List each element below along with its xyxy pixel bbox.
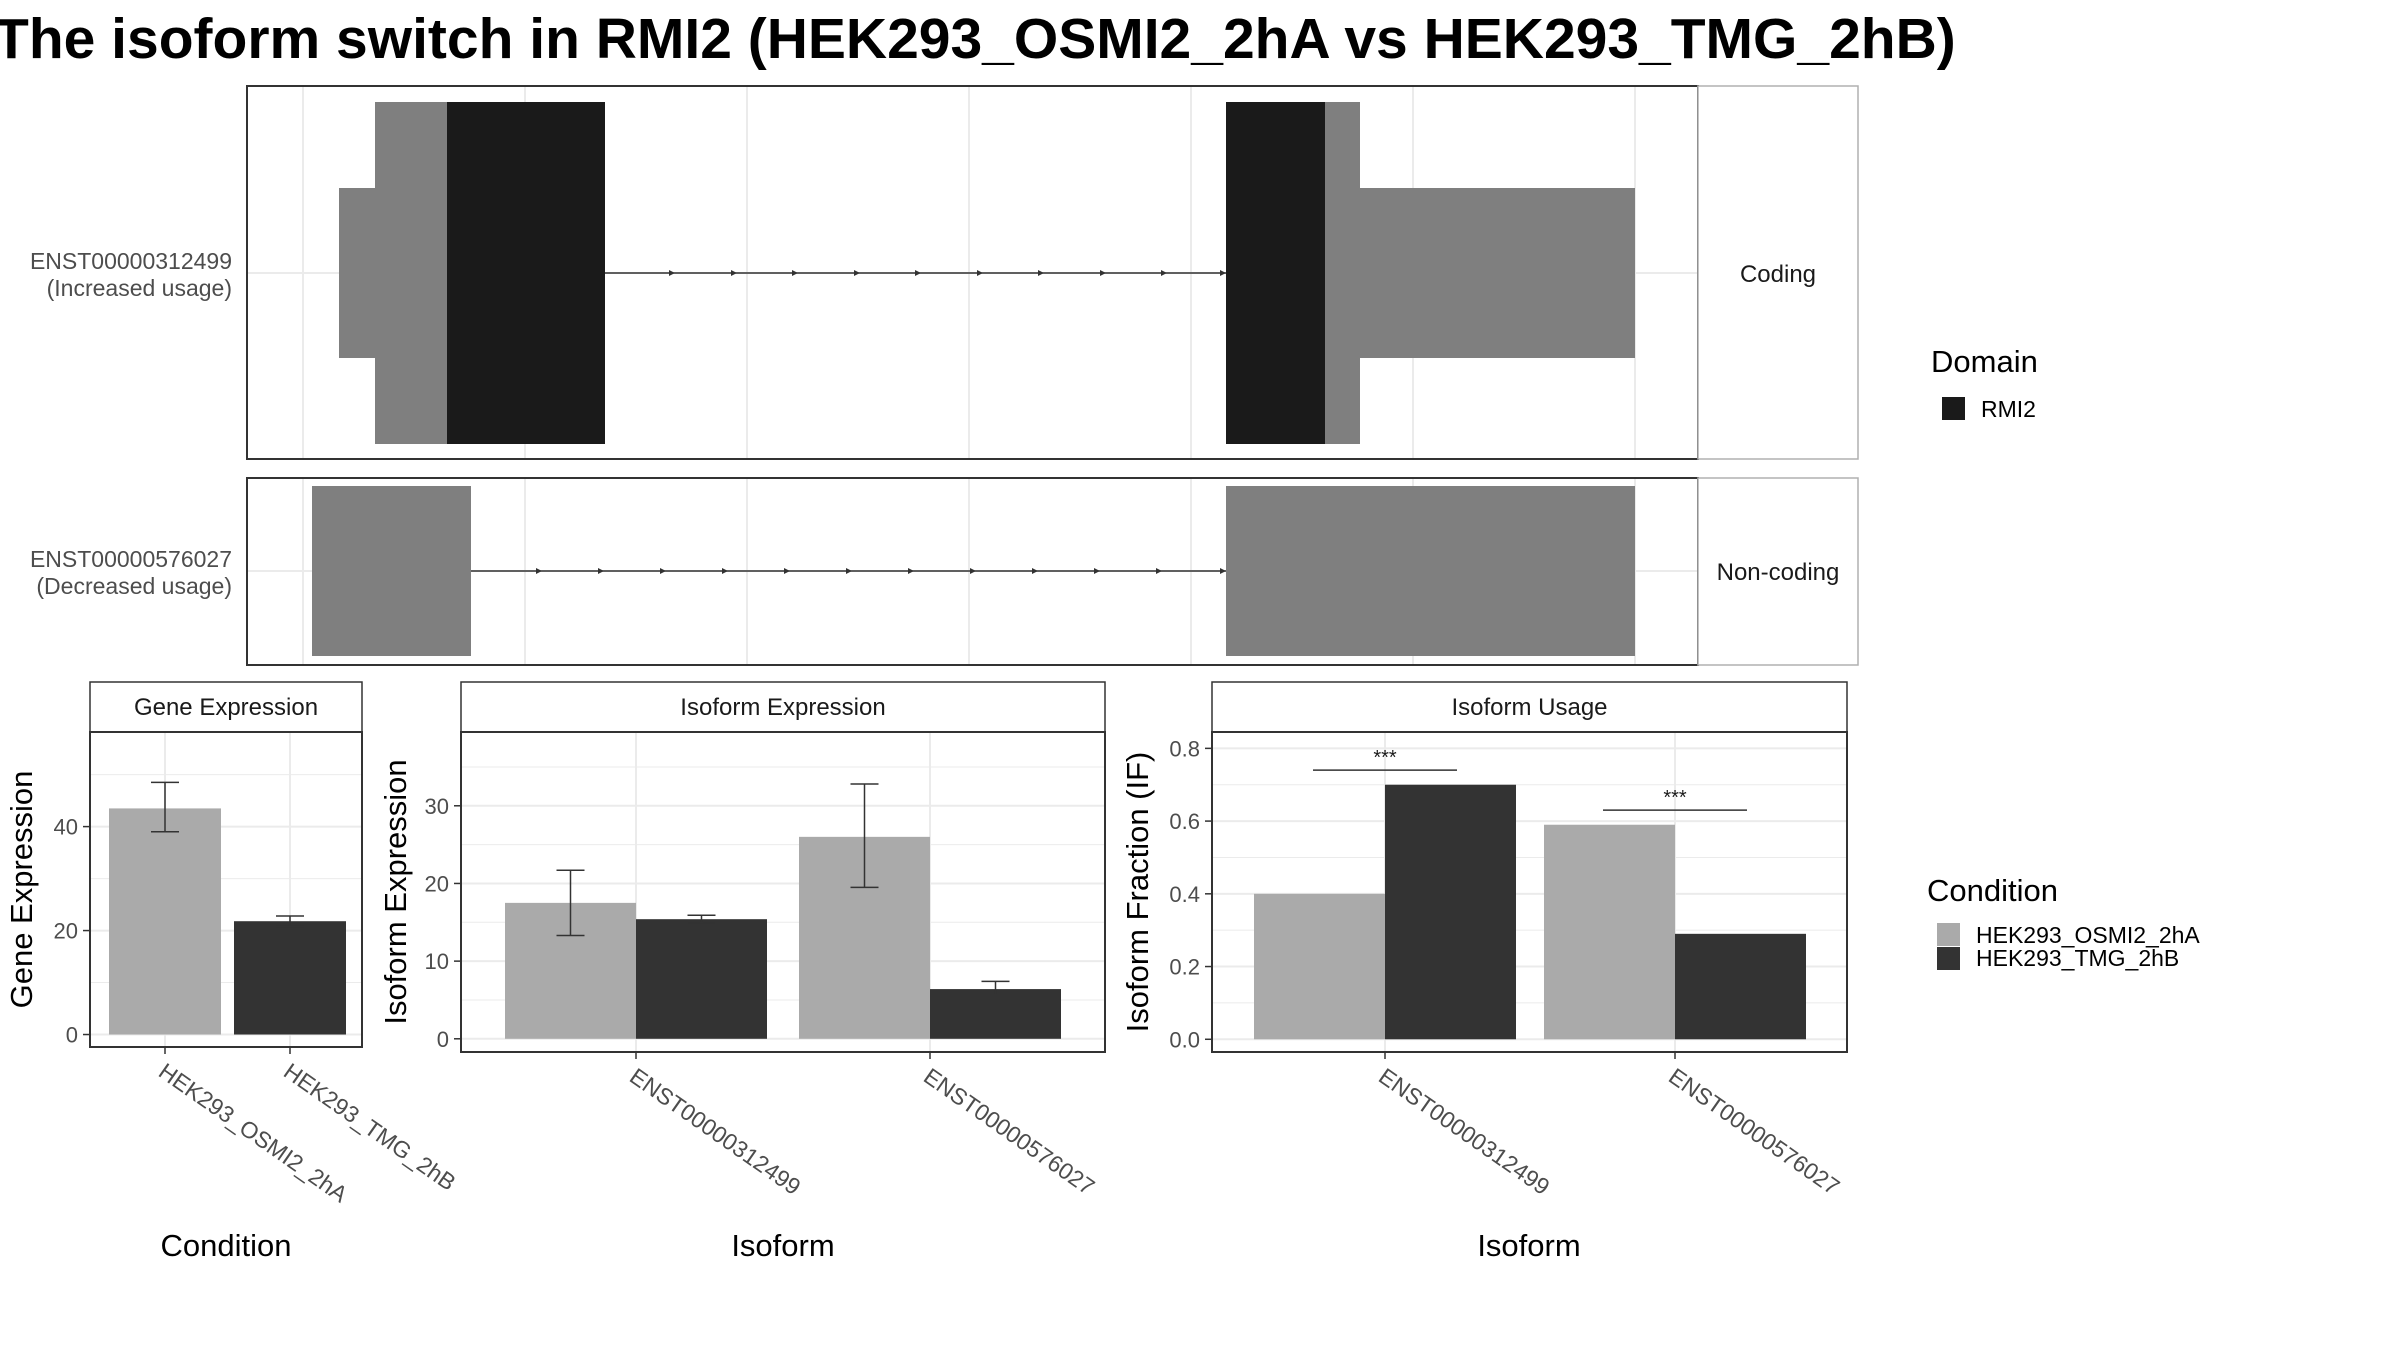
error-bar: [556, 869, 585, 937]
significance-label: ***: [1373, 747, 1397, 769]
error-bar: [687, 914, 716, 924]
strip-label-coding: Coding: [1740, 261, 1816, 288]
strip-label-noncoding: Non-coding: [1717, 559, 1840, 586]
plot-border: [89, 731, 363, 1048]
y-axis-title: Gene Expression: [4, 771, 39, 1009]
strip-coding: [1697, 85, 1859, 460]
x-axis-title: Isoform: [731, 1228, 834, 1263]
legend-domain-label: RMI2: [1981, 396, 2036, 422]
panel-strip-title: Isoform Expression: [680, 694, 885, 721]
transcript-usage-1: (Increased usage): [47, 275, 232, 301]
strip-noncoding: [1697, 477, 1859, 666]
transcript-panel-noncoding: Non-coding ENST00000576027 (Decreased us…: [30, 477, 1859, 666]
plot-border: [1211, 731, 1848, 1053]
y-tick-label: 0: [437, 1027, 449, 1052]
transcript-id-1: ENST00000312499: [30, 248, 232, 274]
y-tick-label: 0: [66, 1023, 78, 1048]
x-axis-title: Isoform: [1477, 1228, 1580, 1263]
transcript-id-2: ENST00000576027: [30, 546, 232, 572]
legend-condition-label-a: HEK293_OSMI2_2hA: [1976, 922, 2200, 948]
bar: [234, 921, 346, 1035]
y-tick-label: 20: [425, 871, 449, 896]
exon-2-utr: [1360, 188, 1635, 358]
bar: [1385, 784, 1516, 1040]
bar: [1254, 893, 1385, 1040]
legend-condition-key-b: [1937, 947, 1960, 970]
panel-strip: [1211, 681, 1848, 733]
legend-condition-label-b: HEK293_TMG_2hB: [1976, 945, 2179, 971]
chart-isoform-expression: Isoform Expression0102030ENST00000312499…: [378, 681, 1106, 1263]
bar: [1544, 824, 1675, 1040]
legend-condition: Condition HEK293_OSMI2_2hA HEK293_TMG_2h…: [1927, 873, 2200, 971]
transcript-usage-2: (Decreased usage): [36, 573, 232, 599]
intron-arrows-2: [536, 568, 1226, 574]
y-tick-label: 20: [54, 919, 78, 944]
x-axis-title: Condition: [161, 1228, 292, 1263]
y-tick-label: 0.2: [1169, 955, 1200, 980]
y-axis-title: Isoform Fraction (IF): [1120, 752, 1155, 1033]
exon-2-noncoding: [1226, 486, 1635, 656]
legend-condition-key-a: [1937, 923, 1960, 946]
chart-gene-expression: Gene Expression02040HEK293_OSMI2_2hAHEK2…: [4, 681, 461, 1263]
y-tick-label: 0.0: [1169, 1027, 1200, 1052]
error-bar: [981, 980, 1010, 997]
error-bar: [276, 915, 304, 928]
exon-1-domain-rmi2: [447, 102, 605, 444]
plot-border: [460, 731, 1106, 1053]
error-bar: [850, 783, 879, 889]
y-tick-label: 10: [425, 949, 449, 974]
intron-arrows: [669, 270, 1226, 276]
transcript-panel-coding: Coding ENST00000312499 (Increased usage): [30, 85, 1859, 460]
y-tick-label: 0.6: [1169, 809, 1200, 834]
panel-strip-title: Isoform Usage: [1451, 694, 1607, 721]
panel-strip-title: Gene Expression: [134, 694, 318, 721]
figure-title: The isoform switch in RMI2 (HEK293_OSMI2…: [0, 7, 1956, 71]
bar: [636, 919, 767, 1039]
y-tick-label: 40: [54, 815, 78, 840]
y-tick-label: 30: [425, 794, 449, 819]
legend-condition-title: Condition: [1927, 873, 2058, 908]
bar: [930, 989, 1061, 1039]
significance-label: ***: [1663, 787, 1687, 809]
exon-2-cds: [1325, 102, 1360, 444]
exon-1-utr: [339, 188, 375, 358]
legend-domain-title: Domain: [1931, 344, 2038, 379]
error-bar: [151, 781, 179, 833]
panel-strip: [89, 681, 363, 733]
y-axis-title: Isoform Expression: [378, 759, 413, 1024]
legend-domain-key: [1942, 397, 1965, 420]
bar: [1675, 933, 1806, 1040]
exon-1-noncoding: [312, 486, 471, 656]
bar: [109, 808, 221, 1035]
y-tick-label: 0.8: [1169, 736, 1200, 761]
y-tick-label: 0.4: [1169, 882, 1200, 907]
exon-1-cds: [375, 102, 447, 444]
legend-domain: Domain RMI2: [1931, 344, 2038, 422]
exon-2-domain-rmi2: [1226, 102, 1325, 444]
